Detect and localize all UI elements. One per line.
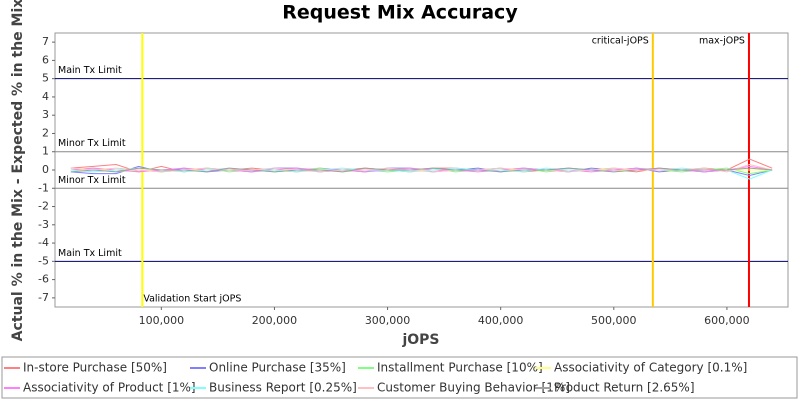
- y-tick-label: 3: [42, 108, 49, 121]
- series-line: [70, 167, 773, 173]
- y-tick-label: -4: [38, 236, 49, 249]
- y-tick-label: -5: [38, 254, 49, 267]
- x-tick-label: 200,000: [252, 314, 298, 327]
- x-tick-label: 400,000: [478, 314, 524, 327]
- legend-label: Installment Purchase [10%]: [377, 361, 543, 375]
- threshold-label: Main Tx Limit: [58, 248, 122, 259]
- legend-label: Associativity of Category [0.1%]: [554, 361, 747, 375]
- threshold-label: Minor Tx Limit: [58, 138, 126, 149]
- legend-label: Associativity of Product [1%]: [23, 381, 196, 395]
- legend-label: In-store Purchase [50%]: [23, 361, 167, 375]
- y-tick-label: 4: [42, 90, 49, 103]
- chart-title: Request Mix Accuracy: [282, 2, 518, 24]
- x-axis-title: jOPS: [401, 332, 439, 348]
- y-tick-label: 2: [42, 126, 49, 139]
- y-axis-title: Actual % in the Mix - Expected % in the …: [10, 0, 26, 341]
- legend-label: Product Return [2.65%]: [554, 381, 695, 395]
- y-tick-label: -7: [38, 291, 49, 304]
- marker-label: Validation Start jOPS: [143, 294, 241, 305]
- y-tick-label: -1: [38, 181, 49, 194]
- legend: [1, 356, 798, 399]
- y-tick-label: 1: [42, 145, 49, 158]
- x-tick-label: 300,000: [365, 314, 411, 327]
- y-tick-label: -2: [38, 200, 49, 213]
- y-tick-label: 5: [42, 72, 49, 85]
- y-tick-label: 7: [42, 35, 49, 48]
- legend-label: Business Report [0.25%]: [209, 381, 357, 395]
- series-line: [70, 164, 773, 173]
- legend-label: Customer Buying Behavior [1%]: [377, 381, 570, 395]
- legend-label: Online Purchase [35%]: [209, 361, 346, 375]
- y-tick-label: 0: [42, 163, 49, 176]
- x-tick-label: 500,000: [591, 314, 637, 327]
- y-tick-label: 6: [42, 53, 49, 66]
- y-tick-label: -3: [38, 218, 49, 231]
- threshold-label: Main Tx Limit: [58, 65, 122, 76]
- x-tick-label: 600,000: [704, 314, 750, 327]
- x-tick-label: 100,000: [139, 314, 185, 327]
- marker-label: max-jOPS: [699, 36, 745, 47]
- threshold-label: Minor Tx Limit: [58, 175, 126, 186]
- y-tick-label: -6: [38, 273, 49, 286]
- marker-label: critical-jOPS: [592, 36, 649, 47]
